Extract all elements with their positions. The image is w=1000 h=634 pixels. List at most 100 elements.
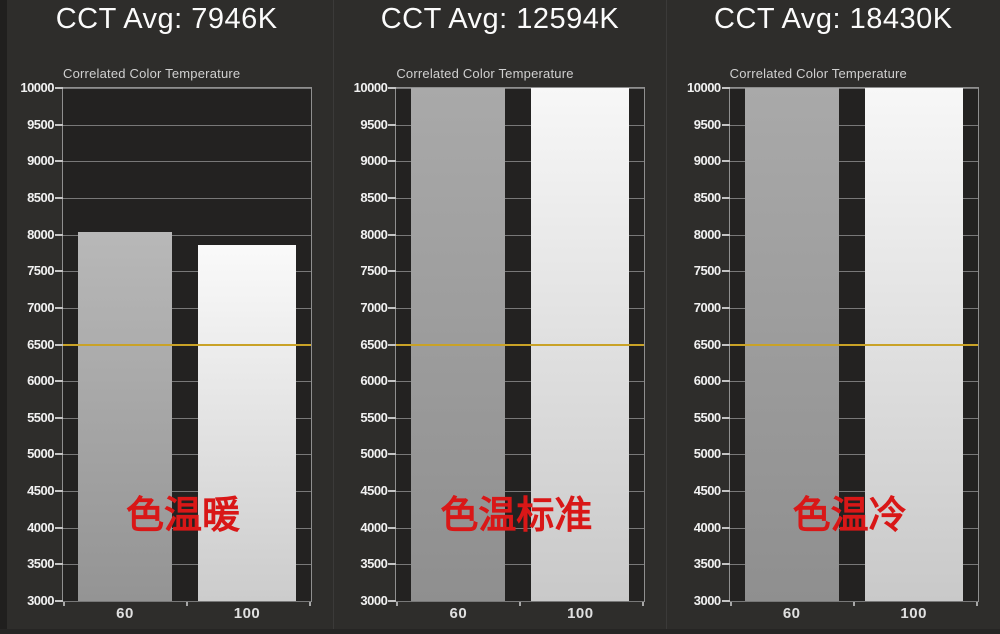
y-axis-tick-label: 8500 bbox=[360, 189, 388, 205]
gridline bbox=[396, 234, 645, 236]
y-axis-tick-label: 3500 bbox=[360, 556, 388, 572]
plot-area: 10000 9500 9000 8500 8000 7500 7000 6500 6000 550… bbox=[354, 80, 646, 622]
gridline bbox=[729, 197, 978, 199]
y-axis-tick-label: 7000 bbox=[693, 299, 721, 315]
gridline bbox=[63, 271, 311, 273]
y-axis-tick-mark bbox=[388, 160, 397, 163]
panel-divider bbox=[333, 0, 334, 634]
y-axis-tick-mark bbox=[388, 196, 397, 199]
y-axis-tick-label: 8500 bbox=[27, 189, 54, 205]
gridline bbox=[729, 234, 978, 236]
gridline bbox=[63, 601, 311, 602]
x-axis-category-label: 60 bbox=[449, 605, 468, 622]
y-axis-tick-mark bbox=[721, 600, 730, 602]
y-axis-tick-label: 6000 bbox=[693, 373, 721, 389]
y-axis-tick-label: 6500 bbox=[360, 336, 388, 352]
y-axis-tick-label: 10000 bbox=[20, 80, 54, 95]
x-axis-tick-mark bbox=[396, 601, 399, 606]
x-axis-tick-mark bbox=[309, 601, 311, 606]
gridline bbox=[729, 417, 978, 419]
gridline bbox=[729, 491, 978, 493]
y-axis-tick-label: 9000 bbox=[360, 153, 388, 169]
y-axis-tick-label: 3500 bbox=[27, 556, 54, 572]
y-axis-tick-mark bbox=[388, 123, 397, 126]
y-axis-tick-label: 6500 bbox=[27, 336, 54, 352]
y-axis-tick-mark bbox=[721, 490, 730, 493]
y-axis-tick-label: 5000 bbox=[360, 446, 388, 462]
y-axis-tick-mark bbox=[388, 306, 397, 309]
x-axis-tick-mark bbox=[852, 601, 855, 606]
y-axis-tick-mark bbox=[55, 123, 63, 126]
gridline bbox=[729, 307, 978, 309]
y-axis-tick-label: 4500 bbox=[27, 483, 54, 499]
y-axis-tick-label: 10000 bbox=[353, 80, 388, 95]
gridline bbox=[396, 88, 645, 89]
gridline bbox=[63, 454, 311, 456]
chart-title: Correlated Color Temperature bbox=[63, 66, 241, 81]
y-axis-tick-mark bbox=[388, 416, 397, 419]
x-axis-tick-mark bbox=[729, 601, 732, 606]
bottom-edge-shade bbox=[0, 629, 1000, 634]
gridline bbox=[729, 124, 978, 126]
y-axis-tick-label: 7000 bbox=[360, 299, 388, 315]
gridline bbox=[63, 381, 311, 383]
y-axis-tick-mark bbox=[388, 380, 397, 383]
y-axis-tick-mark bbox=[721, 416, 730, 419]
plot-area: 10000 9500 9000 8500 8000 7500 7000 6500 6000 550… bbox=[687, 80, 979, 622]
y-axis-tick-mark bbox=[721, 196, 730, 199]
y-axis-tick-mark bbox=[721, 233, 730, 236]
y-axis-tick-mark bbox=[388, 270, 397, 273]
y-axis-tick-label: 4500 bbox=[360, 483, 388, 499]
chart-title: Correlated Color Temperature bbox=[729, 66, 907, 81]
gridline bbox=[396, 307, 645, 309]
y-axis-tick-label: 5000 bbox=[693, 446, 721, 462]
y-axis-tick-label: 5000 bbox=[27, 446, 54, 462]
gridline bbox=[63, 307, 311, 309]
cct-panel-standard: CCT Avg: 12594K Correlated Color Tempera… bbox=[333, 0, 666, 634]
y-axis-tick-label: 3000 bbox=[360, 593, 388, 608]
y-axis-tick-mark bbox=[55, 270, 63, 273]
annotation-cool: 色温冷 bbox=[792, 495, 907, 537]
y-axis-tick-mark bbox=[55, 233, 63, 236]
cct-avg-title: CCT Avg: 18430K bbox=[714, 3, 953, 35]
y-axis-tick-label: 4000 bbox=[693, 519, 721, 535]
y-axis-tick-mark bbox=[721, 343, 730, 346]
gridline bbox=[396, 564, 645, 566]
y-axis-tick-mark bbox=[55, 526, 63, 529]
cct-bar-100 bbox=[198, 244, 296, 601]
y-axis-tick-mark bbox=[55, 160, 63, 163]
gridline bbox=[729, 88, 978, 89]
panel-divider bbox=[666, 0, 667, 634]
y-axis-tick-mark bbox=[721, 123, 730, 126]
y-axis-tick-mark bbox=[721, 563, 730, 566]
reference-line-6500k bbox=[63, 343, 311, 346]
y-axis-tick-mark bbox=[388, 453, 397, 456]
y-axis-tick-mark bbox=[55, 196, 63, 199]
gridline bbox=[396, 124, 645, 126]
reference-line-6500k bbox=[396, 343, 645, 346]
y-axis-tick-mark bbox=[55, 416, 63, 419]
y-axis-tick-mark bbox=[55, 306, 63, 309]
y-axis-tick-mark bbox=[388, 233, 397, 236]
cct-panel-warm: CCT Avg: 7946K Correlated Color Temperat… bbox=[0, 0, 333, 634]
y-axis-tick-label: 5500 bbox=[360, 409, 388, 425]
gridline bbox=[63, 161, 311, 163]
gridline bbox=[396, 381, 645, 383]
y-axis-tick-label: 8000 bbox=[360, 226, 388, 242]
gridline bbox=[63, 527, 311, 529]
y-axis-tick-mark bbox=[55, 343, 63, 346]
gridline bbox=[729, 564, 978, 566]
y-axis-tick-label: 7500 bbox=[360, 263, 388, 279]
gridline bbox=[63, 124, 311, 126]
y-axis-tick-mark bbox=[55, 600, 63, 602]
y-axis-tick-label: 7500 bbox=[27, 263, 54, 279]
x-axis-category-label: 100 bbox=[233, 605, 261, 622]
gridline bbox=[729, 527, 978, 529]
y-axis-tick-label: 9500 bbox=[27, 116, 54, 132]
annotation-warm: 色温暖 bbox=[125, 495, 241, 537]
y-axis-tick-mark bbox=[721, 270, 730, 273]
gridline bbox=[729, 161, 978, 163]
y-axis-tick-label: 8500 bbox=[693, 189, 721, 205]
gridline bbox=[63, 564, 311, 566]
